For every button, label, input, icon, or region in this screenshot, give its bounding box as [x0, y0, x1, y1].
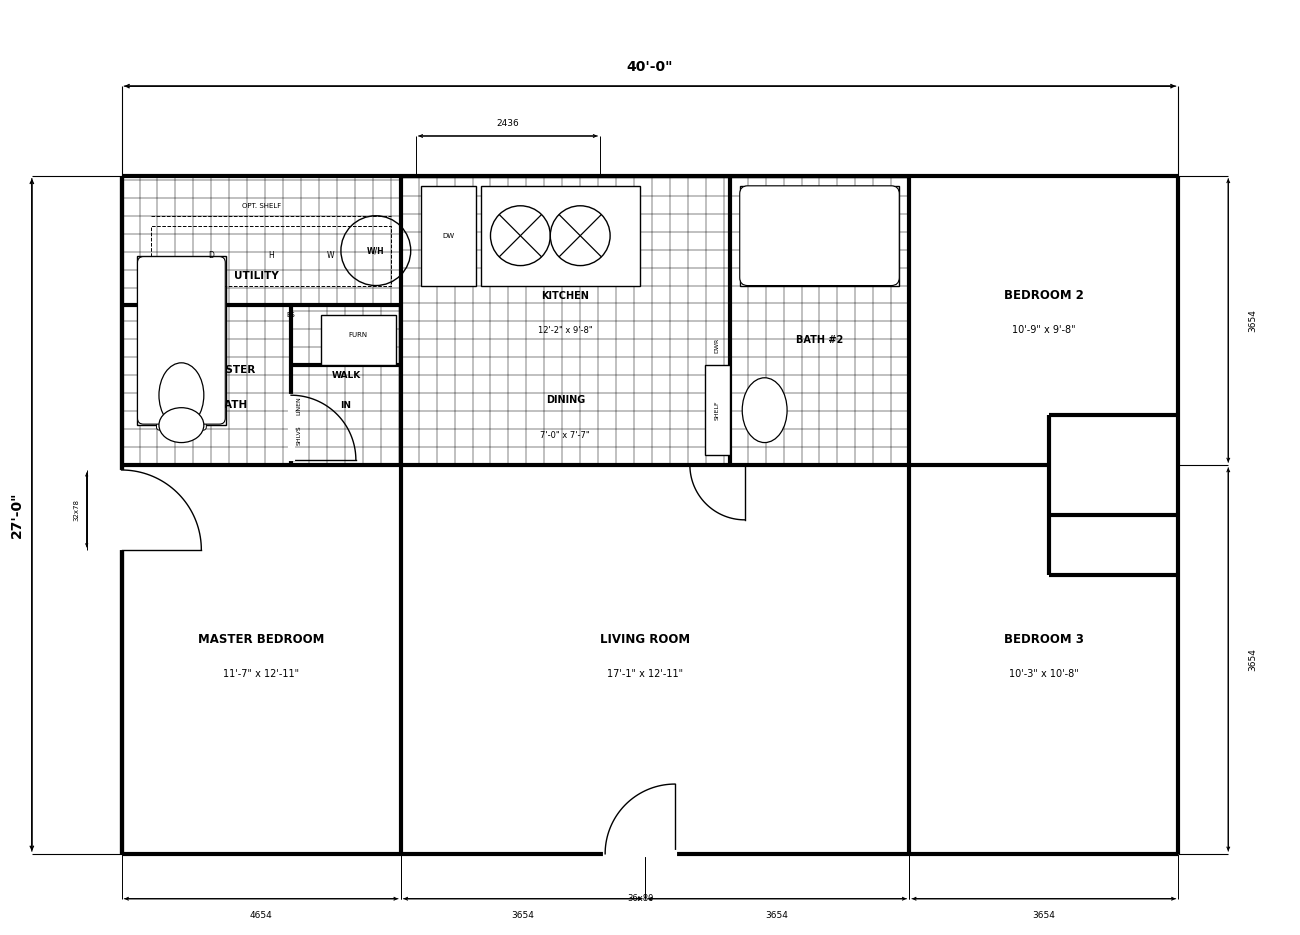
- Text: DWR: DWR: [715, 338, 720, 353]
- Text: KITCHEN: KITCHEN: [541, 291, 589, 300]
- Text: 7'-0" x 7'-7": 7'-0" x 7'-7": [541, 431, 590, 439]
- Text: 3654: 3654: [511, 911, 534, 920]
- Ellipse shape: [159, 408, 204, 442]
- Text: BATH: BATH: [216, 400, 247, 410]
- Text: 3654: 3654: [1248, 648, 1257, 671]
- Text: 40'-0": 40'-0": [627, 60, 673, 74]
- Text: 27'-0": 27'-0": [10, 492, 23, 539]
- Ellipse shape: [159, 363, 204, 427]
- Text: 12'-2" x 9'-8": 12'-2" x 9'-8": [538, 326, 593, 335]
- Text: MASTER: MASTER: [207, 366, 255, 375]
- Text: H: H: [268, 252, 274, 260]
- Text: OPT. SHELF: OPT. SHELF: [242, 203, 281, 209]
- Text: DW: DW: [442, 233, 454, 238]
- Text: BEDROOM 2: BEDROOM 2: [1004, 289, 1084, 302]
- Text: IN: IN: [341, 401, 351, 410]
- Text: UTILITY: UTILITY: [234, 270, 278, 280]
- Text: SHELF: SHELF: [715, 400, 720, 420]
- Text: 11'-7" x 12'-11": 11'-7" x 12'-11": [224, 669, 299, 680]
- Text: 3654: 3654: [1248, 309, 1257, 332]
- Text: 36x80: 36x80: [627, 894, 653, 903]
- Bar: [421, 186, 476, 285]
- Text: 10'-9" x 9'-8": 10'-9" x 9'-8": [1011, 325, 1075, 336]
- FancyBboxPatch shape: [138, 256, 225, 424]
- Bar: [289, 395, 295, 461]
- Text: 3654: 3654: [1032, 911, 1056, 920]
- Ellipse shape: [742, 378, 786, 442]
- Text: 4654: 4654: [250, 911, 273, 920]
- Text: DINING: DINING: [546, 396, 585, 405]
- Text: 17'-1" x 12'-11": 17'-1" x 12'-11": [607, 669, 682, 680]
- Text: 10'-3" x 10'-8": 10'-3" x 10'-8": [1009, 669, 1079, 680]
- Text: BATH #2: BATH #2: [796, 336, 844, 345]
- Text: WALK: WALK: [332, 371, 360, 380]
- Bar: [705, 366, 729, 455]
- Text: 3654: 3654: [766, 911, 789, 920]
- FancyBboxPatch shape: [740, 186, 900, 285]
- Bar: [136, 255, 226, 425]
- Text: FURN: FURN: [348, 333, 368, 338]
- Text: W/H: W/H: [367, 246, 385, 255]
- Text: LIVING ROOM: LIVING ROOM: [601, 633, 690, 646]
- Text: D: D: [208, 252, 214, 260]
- Text: W: W: [328, 252, 334, 260]
- Bar: [118, 470, 126, 550]
- Text: SHLVS: SHLVS: [296, 425, 302, 445]
- Bar: [603, 850, 677, 856]
- Text: 32x78: 32x78: [74, 499, 79, 521]
- Text: MASTER BEDROOM: MASTER BEDROOM: [198, 633, 324, 646]
- Text: ES: ES: [287, 312, 295, 319]
- Text: BEDROOM 3: BEDROOM 3: [1004, 633, 1084, 646]
- Text: 2436: 2436: [497, 119, 519, 128]
- Text: LINEN: LINEN: [296, 396, 302, 414]
- Bar: [740, 186, 900, 285]
- Bar: [321, 315, 395, 366]
- FancyBboxPatch shape: [156, 360, 207, 430]
- Bar: [140, 301, 203, 309]
- Bar: [481, 186, 640, 285]
